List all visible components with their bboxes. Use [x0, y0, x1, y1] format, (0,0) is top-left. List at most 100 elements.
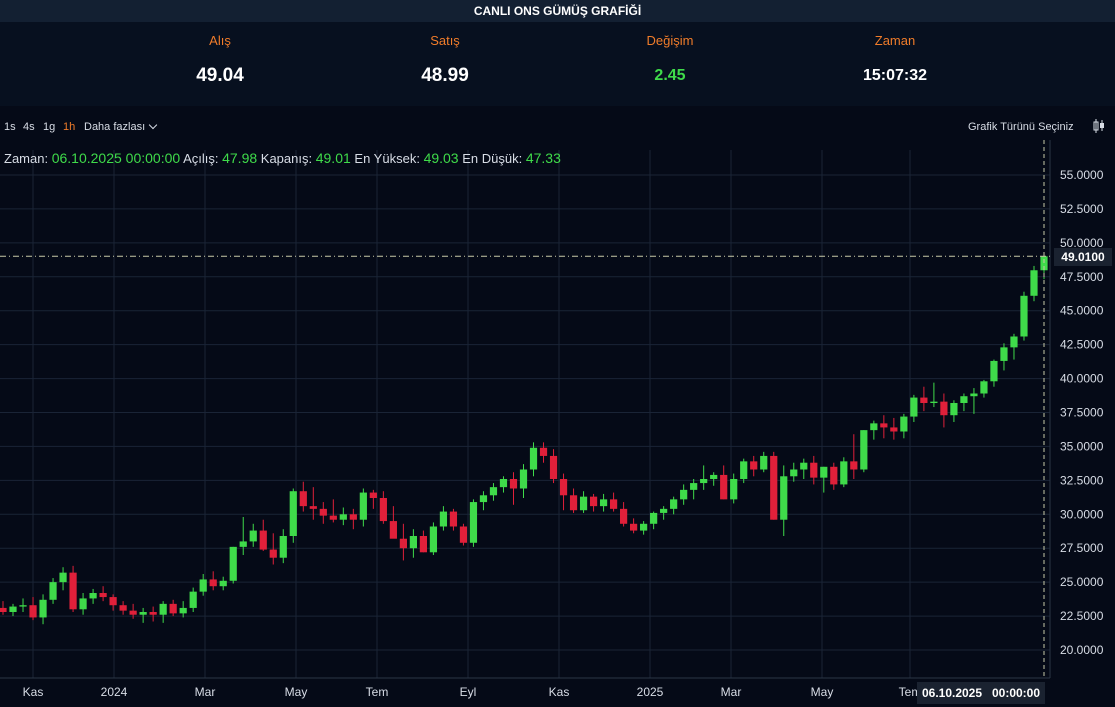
candle-body — [690, 483, 698, 490]
candle-body — [980, 381, 988, 394]
y-tick-label: 40.0000 — [1060, 372, 1104, 386]
page-title: CANLI ONS GÜMÜŞ GRAFİĞİ — [0, 0, 1115, 22]
candle-body — [449, 511, 458, 527]
x-tick-label: 2024 — [101, 685, 128, 699]
candle-body — [279, 536, 287, 558]
candle-body — [229, 546, 237, 581]
legend-low-value: 47.33 — [525, 150, 561, 166]
more-timeframes-dropdown[interactable]: Daha fazlası — [84, 120, 158, 133]
candle-body — [850, 461, 858, 470]
page-title-text: CANLI ONS GÜMÜŞ GRAFİĞİ — [473, 4, 642, 18]
candle-body — [730, 479, 738, 500]
candle-body — [369, 492, 377, 498]
y-tick-label: 22.5000 — [1060, 609, 1104, 623]
candle-body — [109, 597, 117, 606]
candle-body — [139, 612, 147, 615]
bid-label: Alış — [209, 33, 231, 48]
x-tick-label: Tem — [899, 685, 922, 699]
candle-body — [630, 523, 638, 531]
price-chart[interactable]: 55.0000 52.5000 50.0000 47.5000 45.0000 42.50… — [0, 140, 1115, 707]
ohlc-legend: Zaman: 06.10.2025 00:00:00 Açılış: 47.98… — [4, 150, 561, 166]
candle-body — [469, 502, 478, 543]
candle-body — [890, 427, 898, 432]
candle-body — [910, 397, 918, 417]
timeframe-4s[interactable]: 4s — [23, 121, 35, 133]
x-tick-label: 2025 — [637, 685, 664, 699]
y-tick-label: 55.0000 — [1060, 168, 1104, 182]
x-tick-label: Mar — [195, 685, 216, 699]
y-tick-label: 52.5000 — [1060, 202, 1104, 216]
candle-body — [579, 496, 588, 511]
candle-body — [589, 496, 598, 507]
crosshair-time: 00:00:00 — [991, 686, 1041, 700]
candle-body — [1040, 256, 1048, 271]
candle-body — [179, 607, 187, 614]
candle-body — [29, 605, 37, 618]
x-tick-label: Eyl — [460, 685, 477, 699]
candle-body — [79, 598, 87, 610]
ask-value: 48.99 — [421, 65, 469, 86]
candle-body — [840, 461, 848, 485]
candle-body — [800, 462, 808, 470]
candle-body — [39, 599, 47, 618]
time-label: Zaman — [874, 33, 916, 48]
candle-body — [259, 530, 267, 550]
candlestick-icon[interactable] — [1091, 118, 1107, 134]
candle-body — [49, 582, 57, 600]
candle-body — [640, 523, 648, 531]
candle-body — [1030, 270, 1038, 296]
candle-body — [329, 515, 337, 520]
x-tick-label: Mar — [721, 685, 742, 699]
candle-body — [499, 479, 508, 488]
legend-high-label: En Yüksek: — [354, 151, 420, 166]
timeframe-1s[interactable]: 1s — [4, 121, 16, 133]
candle-body — [59, 572, 67, 583]
timeframe-1h[interactable]: 1h — [63, 121, 76, 133]
candle-body — [559, 479, 568, 496]
candle-body — [680, 489, 688, 500]
candle-body — [389, 521, 397, 539]
change-label: Değişim — [646, 33, 694, 48]
candle-body — [439, 511, 448, 527]
candle-body — [539, 447, 548, 456]
candle-body — [970, 393, 978, 397]
bid-value: 49.04 — [196, 65, 244, 86]
candle-body — [940, 401, 948, 416]
candle-body — [569, 495, 578, 511]
candle-body — [419, 536, 428, 553]
candle-body — [359, 492, 367, 520]
candle-body — [309, 506, 317, 509]
crosshair-date: 06.10.2025 — [921, 686, 983, 700]
candle-body — [269, 549, 277, 558]
candle-body — [599, 499, 608, 507]
candle-body — [1020, 295, 1028, 337]
candle-body — [19, 605, 27, 607]
candle-body — [289, 491, 297, 536]
y-tick-label: 50.0000 — [1060, 236, 1104, 250]
candle-body — [710, 474, 718, 479]
crosshair-price-tag: 49.0100 — [1054, 248, 1112, 266]
candle-body — [529, 447, 538, 470]
candle-body — [0, 607, 7, 612]
candle-body — [930, 401, 938, 403]
chart-type-selector[interactable]: Grafik Türünü Seçiniz — [968, 121, 1074, 133]
candle-body — [609, 499, 618, 509]
candle-body — [650, 512, 658, 524]
candle-body — [479, 495, 488, 503]
candle-body — [740, 461, 748, 479]
y-tick-label: 25.0000 — [1060, 575, 1104, 589]
candle-body — [429, 526, 438, 553]
candle-body — [790, 469, 798, 477]
y-tick-label: 45.0000 — [1060, 304, 1104, 318]
candle-body — [1000, 347, 1008, 361]
candle-body — [239, 541, 247, 547]
candle-body — [1010, 336, 1018, 348]
x-tick-label: May — [811, 685, 834, 699]
candle-body — [169, 603, 177, 614]
timeframe-1g[interactable]: 1g — [43, 121, 56, 133]
candle-body — [349, 514, 357, 520]
candle-body — [670, 499, 678, 509]
y-tick-label: 42.5000 — [1060, 338, 1104, 352]
more-timeframes-label: Daha fazlası — [84, 121, 146, 133]
change-value: 2.45 — [654, 67, 686, 84]
